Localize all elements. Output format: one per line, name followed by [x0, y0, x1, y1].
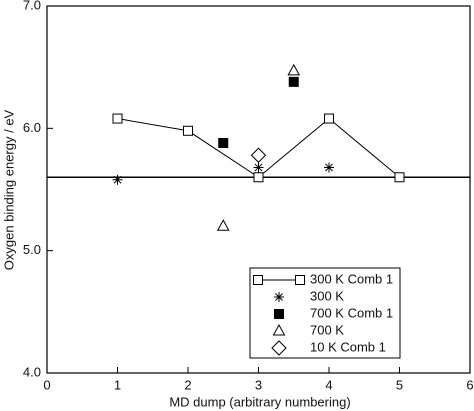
legend-label: 10 K Comb 1	[310, 339, 386, 354]
x-tick-label: 0	[43, 377, 50, 392]
x-tick-label: 1	[114, 377, 121, 392]
square-marker	[324, 113, 334, 124]
x-tick-label: 6	[466, 377, 473, 392]
legend-label: 700 K Comb 1	[310, 305, 393, 320]
legend-label: 300 K Comb 1	[310, 271, 393, 286]
filled-square-marker	[288, 76, 299, 87]
y-tick-label: 6.0	[23, 120, 41, 135]
triangle-marker	[272, 323, 286, 336]
x-tick-label: 5	[396, 377, 403, 392]
square-marker	[253, 172, 264, 183]
asterisk-marker	[112, 174, 123, 185]
asterisk-marker	[253, 162, 264, 173]
square-marker	[183, 125, 193, 136]
legend-label: 700 K	[310, 322, 344, 337]
y-tick-label: 7.0	[23, 0, 41, 12]
square-marker	[112, 113, 123, 124]
triangle-marker	[216, 219, 230, 231]
square-marker	[394, 172, 405, 183]
legend-label: 300 K	[310, 288, 344, 303]
diamond-marker	[271, 340, 287, 356]
triangle-marker	[287, 63, 301, 76]
x-tick-label: 2	[184, 377, 191, 392]
x-tick-label: 3	[255, 377, 262, 392]
y-tick-label: 5.0	[23, 242, 41, 257]
filled-square-marker	[274, 309, 284, 319]
square-marker	[295, 275, 305, 285]
y-tick-label: 4.0	[23, 364, 41, 379]
x-tick-label: 4	[325, 377, 332, 392]
x-axis-label: MD dump (arbitrary numbering)	[169, 394, 350, 409]
asterisk-marker	[274, 292, 284, 302]
filled-square-marker	[218, 138, 229, 149]
asterisk-marker	[324, 162, 334, 173]
diamond-marker	[250, 147, 267, 163]
square-marker	[253, 275, 263, 285]
y-axis-label: Oxygen binding energy / eV	[1, 109, 16, 270]
